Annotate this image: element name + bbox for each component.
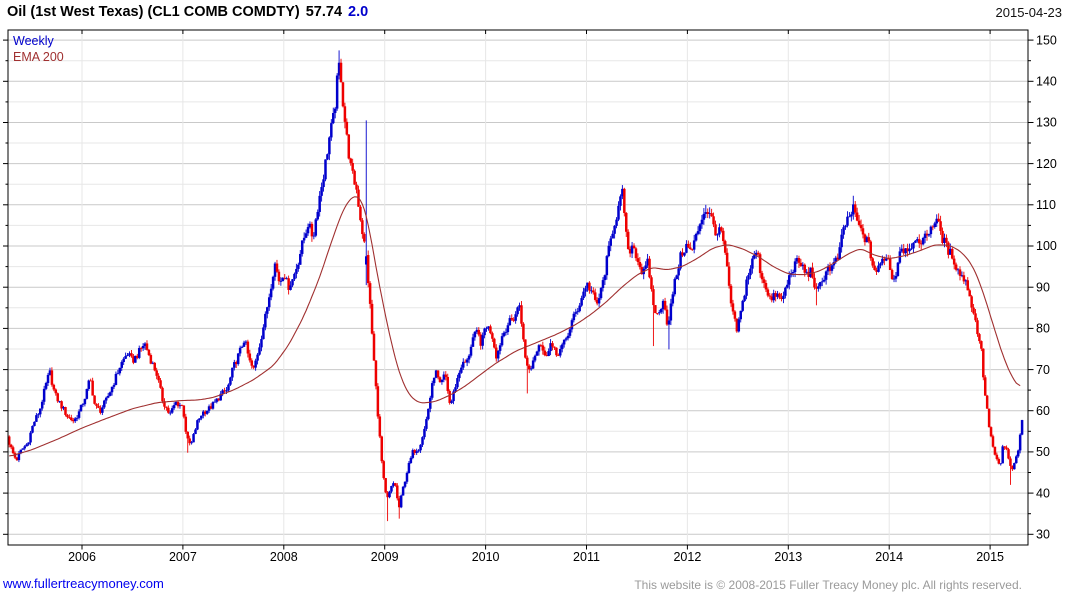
- chart-date: 2015-04-23: [995, 5, 1063, 20]
- svg-text:2009: 2009: [371, 550, 399, 564]
- svg-text:90: 90: [1036, 280, 1050, 294]
- legend-weekly: Weekly: [13, 34, 54, 48]
- price-change: 2.0: [348, 4, 369, 20]
- svg-text:130: 130: [1036, 116, 1057, 130]
- grid-layer: [8, 30, 1028, 545]
- svg-text:70: 70: [1036, 363, 1050, 377]
- svg-text:60: 60: [1036, 404, 1050, 418]
- svg-text:100: 100: [1036, 239, 1057, 253]
- svg-text:2007: 2007: [169, 550, 197, 564]
- svg-text:30: 30: [1036, 528, 1050, 542]
- svg-text:2014: 2014: [875, 550, 903, 564]
- svg-text:50: 50: [1036, 445, 1050, 459]
- svg-text:2010: 2010: [472, 550, 500, 564]
- copyright-text: This website is © 2008-2015 Fuller Treac…: [634, 578, 1022, 592]
- legend-ema: EMA 200: [13, 50, 64, 64]
- chart-title: Oil (1st West Texas) (CL1 COMB COMDTY) 57…: [7, 4, 368, 20]
- chart-legend: Weekly EMA 200: [13, 33, 64, 65]
- svg-text:80: 80: [1036, 322, 1050, 336]
- last-price: 57.74: [305, 4, 343, 20]
- svg-text:140: 140: [1036, 75, 1057, 89]
- svg-text:120: 120: [1036, 157, 1057, 171]
- axis-labels: 30 40 50 60 70 80 90 100 110 120 130 140 150 2006 2007…: [68, 33, 1057, 564]
- instrument-name: Oil (1st West Texas) (CL1 COMB COMDTY): [7, 4, 300, 20]
- svg-text:2013: 2013: [774, 550, 802, 564]
- svg-text:2012: 2012: [673, 550, 701, 564]
- axis-ticks: [3, 30, 1034, 550]
- svg-text:2011: 2011: [573, 550, 600, 564]
- ema-line: [9, 196, 1021, 457]
- svg-text:40: 40: [1036, 486, 1050, 500]
- candles-layer: [7, 50, 1024, 522]
- svg-text:2015: 2015: [976, 550, 1004, 564]
- svg-text:150: 150: [1036, 33, 1057, 47]
- svg-text:110: 110: [1036, 198, 1056, 212]
- svg-text:2006: 2006: [68, 550, 96, 564]
- website-link[interactable]: www.fullertreacymoney.com: [3, 576, 164, 591]
- svg-text:2008: 2008: [270, 550, 298, 564]
